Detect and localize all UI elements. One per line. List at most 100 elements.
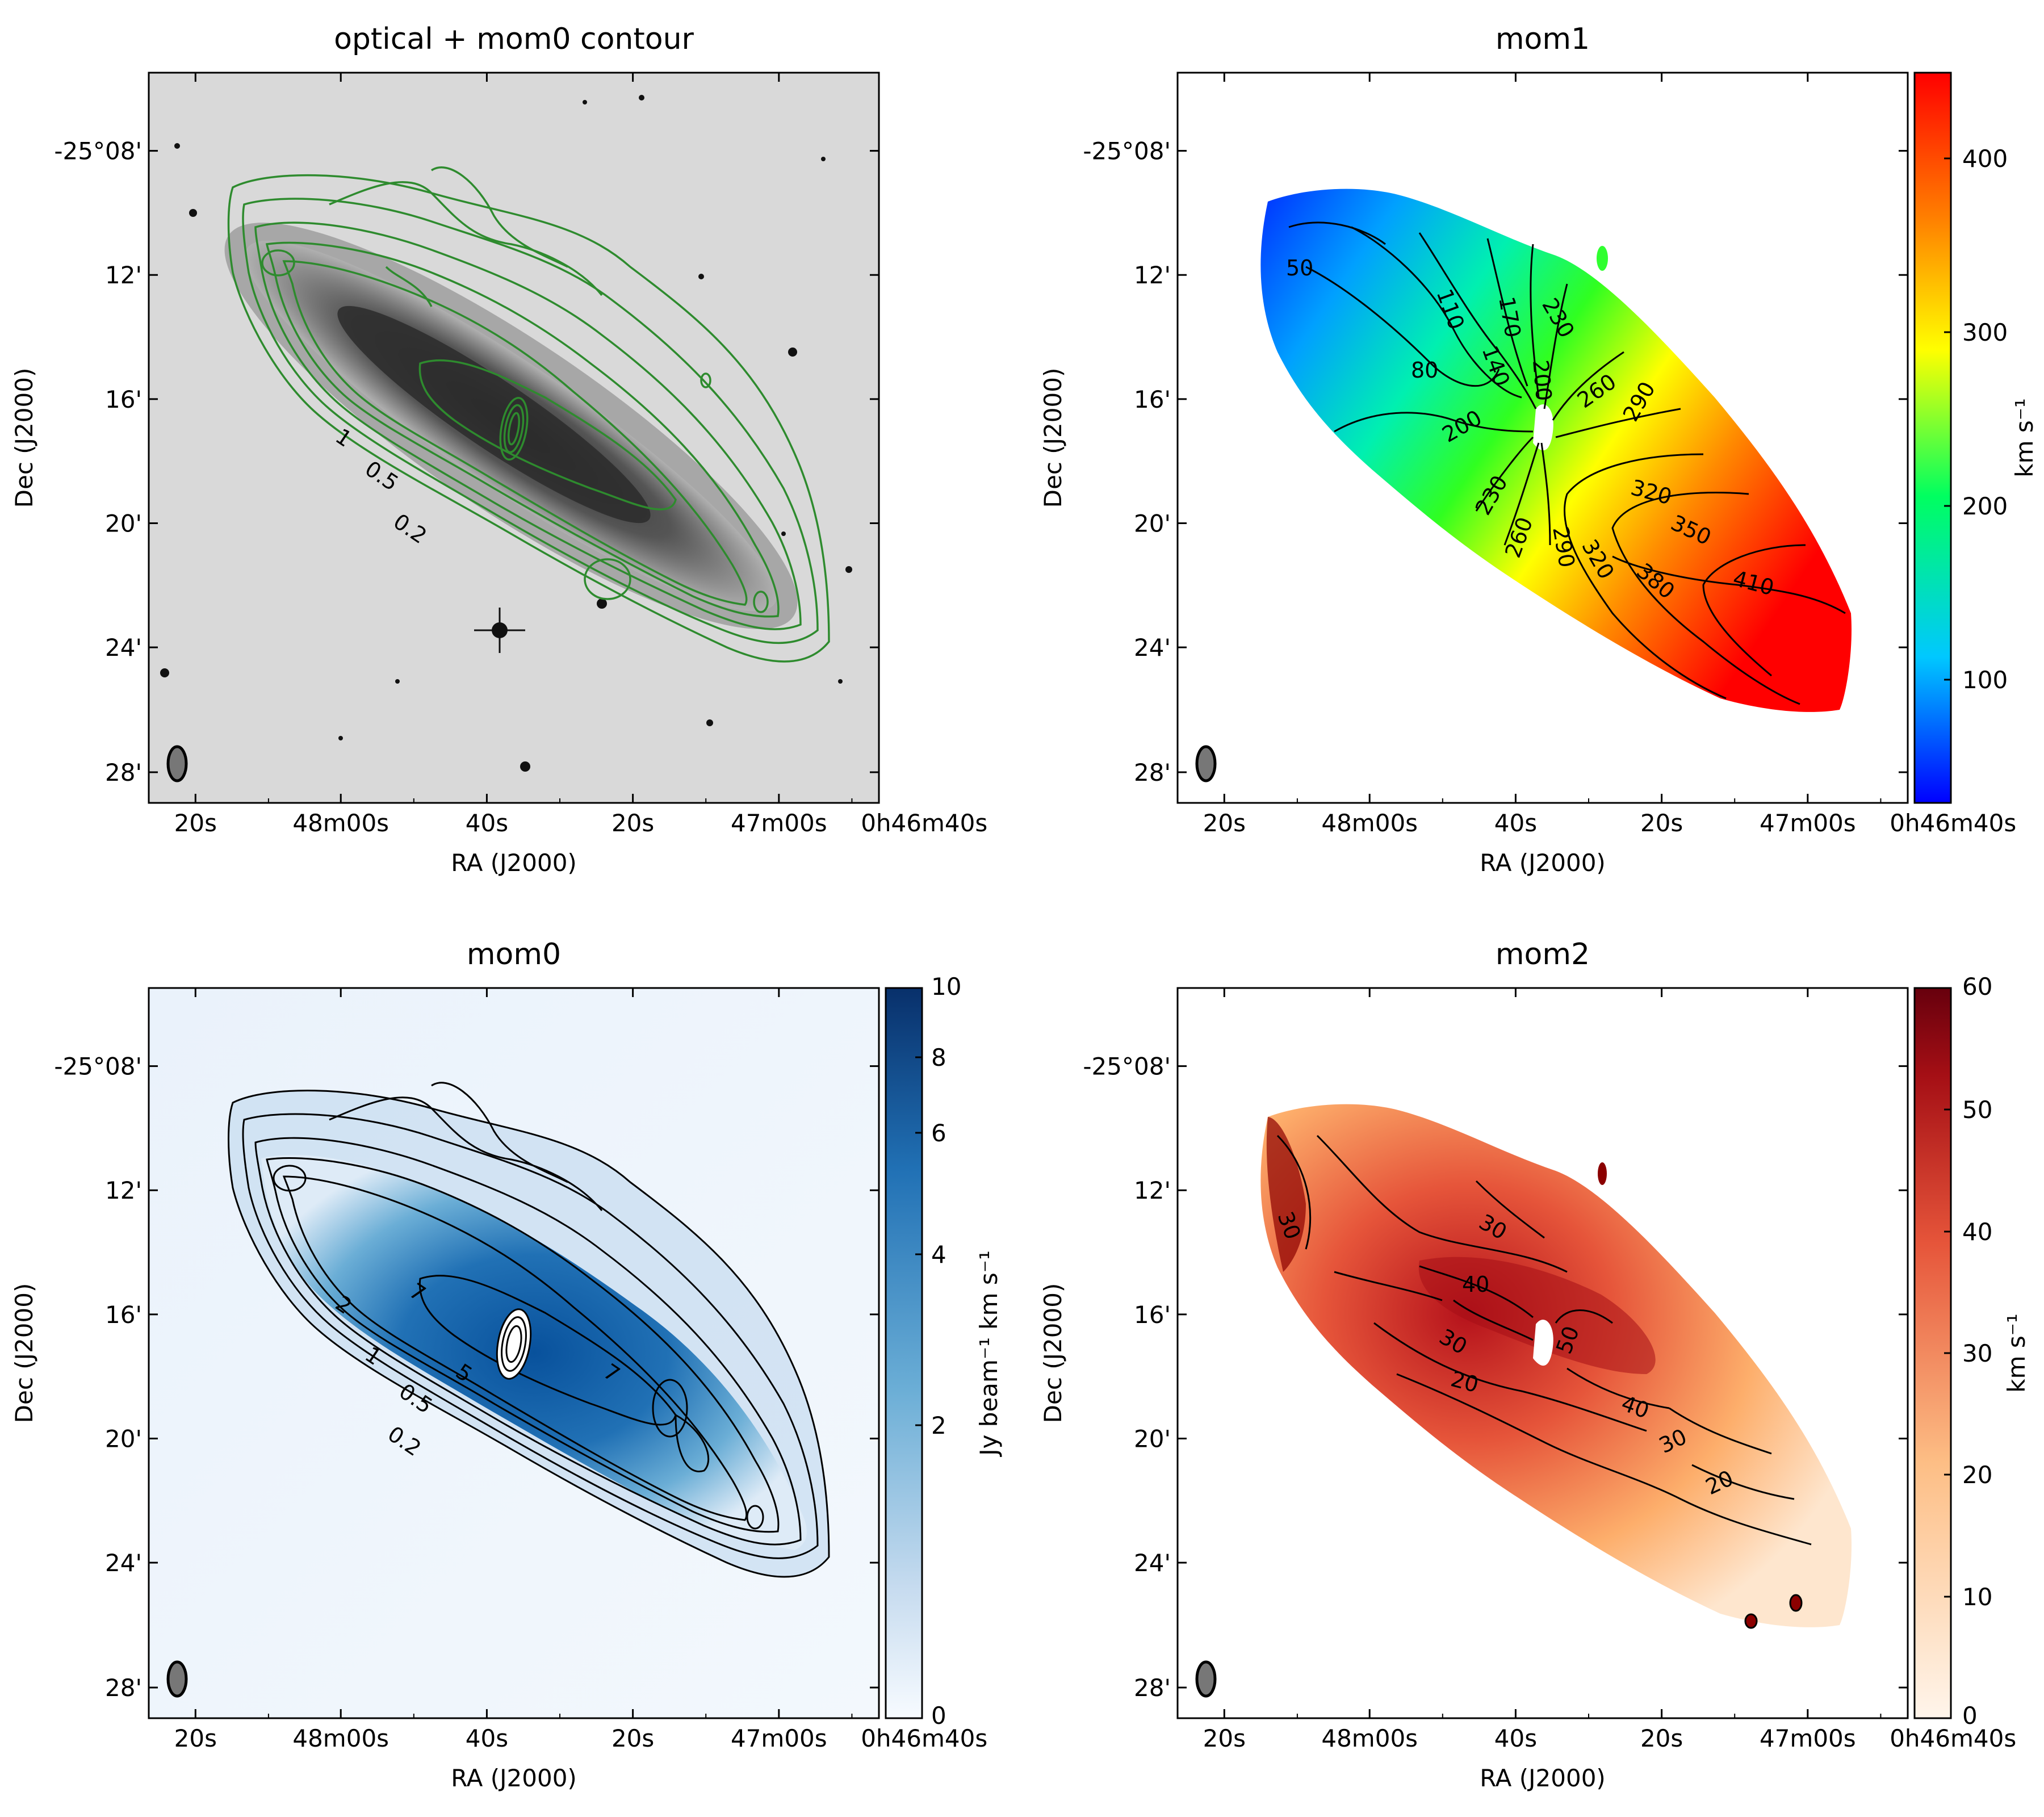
mom0-cbar-tick-0: 0	[931, 1702, 946, 1730]
mom1-central-hole	[1533, 404, 1553, 451]
ylabel-mom0: Dec (J2000)	[10, 1283, 38, 1424]
dec-tick-label-4: 24'	[1134, 634, 1171, 662]
panel-mom1: mom1 50 80 110 140 170 200 2	[1176, 22, 2038, 804]
mom0-colorbar-ticks	[915, 987, 922, 1719]
ra-tick-label-0: 20s	[174, 1724, 217, 1752]
mom1-contour-label-5: 200	[1528, 359, 1556, 402]
dec-tick-label-3: 20'	[1134, 509, 1171, 537]
mom0-cbar-tick-1: 2	[931, 1412, 946, 1439]
mom2-contour-label-1: 40	[1462, 1272, 1489, 1297]
ylabel-mom1: Dec (J2000)	[1039, 368, 1067, 508]
mom0-emission-disk	[261, 1154, 807, 1550]
mom2-edge-high	[1266, 1117, 1306, 1272]
dec-tick-label-4: 24'	[105, 634, 142, 662]
mom1-colorbar	[1913, 72, 1952, 804]
mom1-contour-label-1: 80	[1411, 358, 1438, 383]
axes-mom2: 20s 48m00s 40s 20s 47m00s 0h46m40s -25°08' 12' 1…	[1039, 988, 2016, 1792]
beam-ellipse-mom2	[1195, 1660, 1217, 1698]
ra-tick-label-4: 47m00s	[731, 809, 827, 837]
mom1-cbar-tick-1: 200	[1962, 492, 2008, 520]
xlabel-mom1: RA (J2000)	[1480, 849, 1606, 877]
dec-tick-label-0: -25°08'	[1083, 137, 1171, 165]
dec-tick-label-3: 20'	[105, 509, 142, 537]
ra-tick-label-2: 40s	[1494, 809, 1537, 837]
optical-mom0-contours	[227, 166, 830, 663]
mom0-cbar-tick-4: 8	[931, 1044, 946, 1071]
ra-tick-label-0: 20s	[1203, 809, 1246, 837]
mom0-cbar-tick-2: 4	[931, 1241, 946, 1268]
dec-tick-label-2: 16'	[105, 386, 142, 413]
mom0-core-mid	[501, 1316, 527, 1372]
ylabel-optical: Dec (J2000)	[10, 368, 38, 508]
dec-tick-label-4: 24'	[1134, 1549, 1171, 1577]
panel-title-optical: optical + mom0 contour	[334, 22, 694, 56]
mom2-spot-1	[1744, 1613, 1758, 1629]
mom0-colorbar	[885, 987, 923, 1719]
mom2-cbar-tick-0: 0	[1962, 1702, 1978, 1730]
mom1-contour-label-0: 50	[1286, 256, 1313, 280]
mom0-cbar-label: Jy beam⁻¹ km s⁻¹	[975, 1250, 1003, 1458]
panel-title-mom0: mom0	[467, 937, 561, 972]
ra-tick-label-1: 48m00s	[292, 1724, 389, 1752]
panel-mom2: mom2 30 40 50 30 20 30 40 30 20	[1176, 937, 2030, 1730]
ra-tick-label-5: 0h46m40s	[1890, 1724, 2016, 1752]
axes-mom1: 20s 48m00s 40s 20s 47m00s 0h46m40s -25°08' 12' 1…	[1039, 73, 2016, 877]
mom2-cbar-tick-6: 60	[1962, 973, 1992, 1000]
mom2-cbar-tick-1: 10	[1962, 1583, 1992, 1611]
optical-frame	[148, 72, 880, 804]
dec-tick-label-5: 28'	[105, 1674, 142, 1702]
optical-galaxy-core	[337, 305, 651, 524]
dec-tick-label-5: 28'	[105, 759, 142, 786]
panel-mom0: mom0 0.2 0.5 1 2 5 7 7	[148, 937, 1003, 1730]
ra-tick-label-3: 20s	[611, 809, 654, 837]
mom2-central-hole	[1533, 1320, 1553, 1366]
ra-tick-label-3: 20s	[1640, 1724, 1683, 1752]
dec-tick-label-4: 24'	[105, 1549, 142, 1577]
dec-tick-label-1: 12'	[1134, 261, 1171, 289]
mom1-cbar-tick-3: 400	[1962, 145, 2008, 173]
ra-tick-label-1: 48m00s	[292, 809, 389, 837]
panel-optical: optical + mom0 contour	[148, 22, 880, 804]
ra-tick-label-4: 47m00s	[1760, 809, 1856, 837]
dec-tick-label-3: 20'	[105, 1425, 142, 1452]
mom1-cbar-tick-0: 100	[1962, 666, 2008, 694]
dec-tick-label-2: 16'	[1134, 1301, 1171, 1329]
mom2-frame	[1176, 987, 1909, 1719]
dec-tick-label-1: 12'	[1134, 1177, 1171, 1204]
panel-title-mom1: mom1	[1496, 22, 1590, 56]
ra-tick-label-1: 48m00s	[1321, 809, 1418, 837]
dec-tick-label-1: 12'	[105, 261, 142, 289]
axes-optical: 20s 48m00s 40s 20s 47m00s 0h46m40s -25°08' 12' 1…	[10, 73, 987, 877]
dec-tick-label-5: 28'	[1134, 759, 1171, 786]
xlabel-mom2: RA (J2000)	[1480, 1764, 1606, 1792]
mom2-cbar-label: km s⁻¹	[2003, 1313, 2030, 1392]
axes-layer: 20s 48m00s 40s 20s 47m00s 0h46m40s -25°08' 12' 1…	[10, 73, 2016, 1792]
dec-tick-label-2: 16'	[1134, 386, 1171, 413]
dec-tick-label-0: -25°08'	[54, 137, 142, 165]
ra-tick-label-2: 40s	[466, 809, 508, 837]
mom0-core-inner	[505, 1325, 522, 1363]
panel-title-mom2: mom2	[1496, 937, 1590, 972]
beam-ellipse-mom0	[166, 1660, 188, 1698]
mom0-contours	[228, 1082, 830, 1578]
dec-tick-label-0: -25°08'	[54, 1053, 142, 1081]
mom1-cbar-label: km s⁻¹	[2011, 398, 2038, 477]
ra-tick-label-5: 0h46m40s	[861, 809, 987, 837]
mom2-cbar-tick-5: 50	[1962, 1096, 1992, 1124]
mom1-patch	[1597, 246, 1608, 271]
mom2-contours	[1276, 1134, 1812, 1546]
ra-tick-label-4: 47m00s	[1760, 1724, 1856, 1752]
dec-tick-label-2: 16'	[105, 1301, 142, 1329]
xlabel-mom0: RA (J2000)	[451, 1764, 577, 1792]
mom2-spot-2	[1789, 1594, 1803, 1612]
mom2-cbar-tick-4: 40	[1962, 1218, 1992, 1246]
beam-ellipse-mom1	[1195, 745, 1217, 782]
ra-tick-label-4: 47m00s	[731, 1724, 827, 1752]
ra-tick-label-1: 48m00s	[1321, 1724, 1418, 1752]
ra-tick-label-2: 40s	[466, 1724, 508, 1752]
mom2-patch	[1598, 1162, 1607, 1185]
mom0-cbar-tick-5: 10	[931, 973, 961, 1000]
dec-tick-label-0: -25°08'	[1083, 1053, 1171, 1081]
dec-tick-label-3: 20'	[1134, 1425, 1171, 1452]
